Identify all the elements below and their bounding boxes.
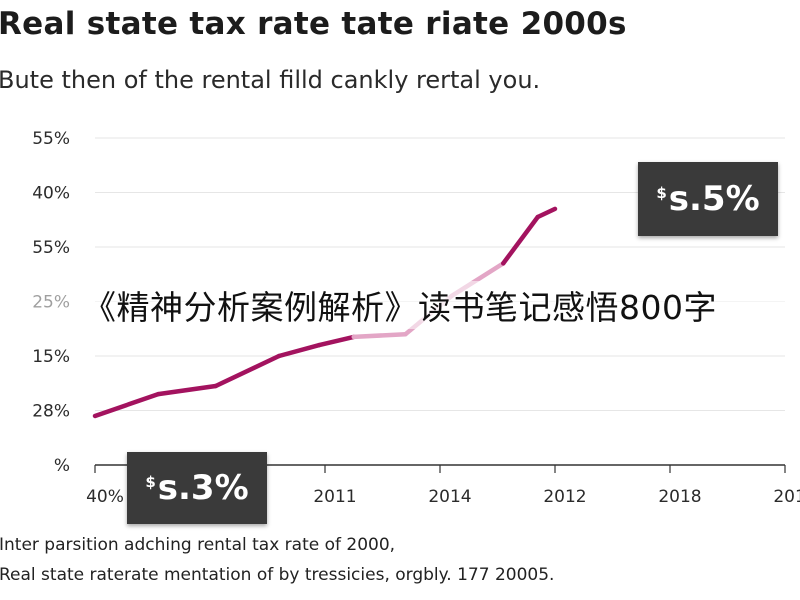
callout-high-value: $ s.5% <box>638 162 778 236</box>
footer-note-2: Real state raterate mentation of by tres… <box>0 565 555 585</box>
callout-high-label: s.5% <box>668 179 760 219</box>
x-tick-label: 2012 <box>543 487 586 507</box>
watermark-overlay-text: 《精神分析案例解析》读书笔记感悟800字 <box>0 281 800 329</box>
line-segment <box>213 353 282 389</box>
y-tick-label: 55% <box>32 238 70 258</box>
y-tick-label: 28% <box>32 402 70 422</box>
callout-low-value: $ s.3% <box>127 452 267 524</box>
line-segment <box>156 383 218 397</box>
dollar-icon: $ <box>145 473 156 491</box>
x-tick-label: 2011 <box>313 487 356 507</box>
x-tick-label: 2018 <box>658 487 701 507</box>
line-segment <box>501 214 540 266</box>
x-tick-label: 40% <box>86 487 124 507</box>
y-tick-label: % <box>54 456 70 476</box>
footer-note-1: Inter parsition adching rental tax rate … <box>0 535 396 555</box>
x-tick-label: 2013 <box>773 487 800 507</box>
dollar-icon: $ <box>656 184 667 202</box>
y-tick-label: 15% <box>32 347 70 367</box>
line-segment <box>317 334 356 348</box>
chart-title: Real state tax rate tate riate 2000s <box>0 6 627 42</box>
line-segment <box>351 331 408 340</box>
chart-subtitle: Bute then of the rental filld cankly rer… <box>0 66 541 94</box>
y-tick-label: 55% <box>32 129 70 149</box>
x-tick-label: 2014 <box>428 487 471 507</box>
line-segment <box>92 391 161 419</box>
tick-labels: 55%40%55%25%15%28%%40%200720112014201220… <box>32 129 800 507</box>
y-tick-label: 40% <box>32 184 70 204</box>
line-segment <box>535 206 558 220</box>
line-segment <box>276 342 322 359</box>
callout-low-label: s.3% <box>157 468 249 508</box>
